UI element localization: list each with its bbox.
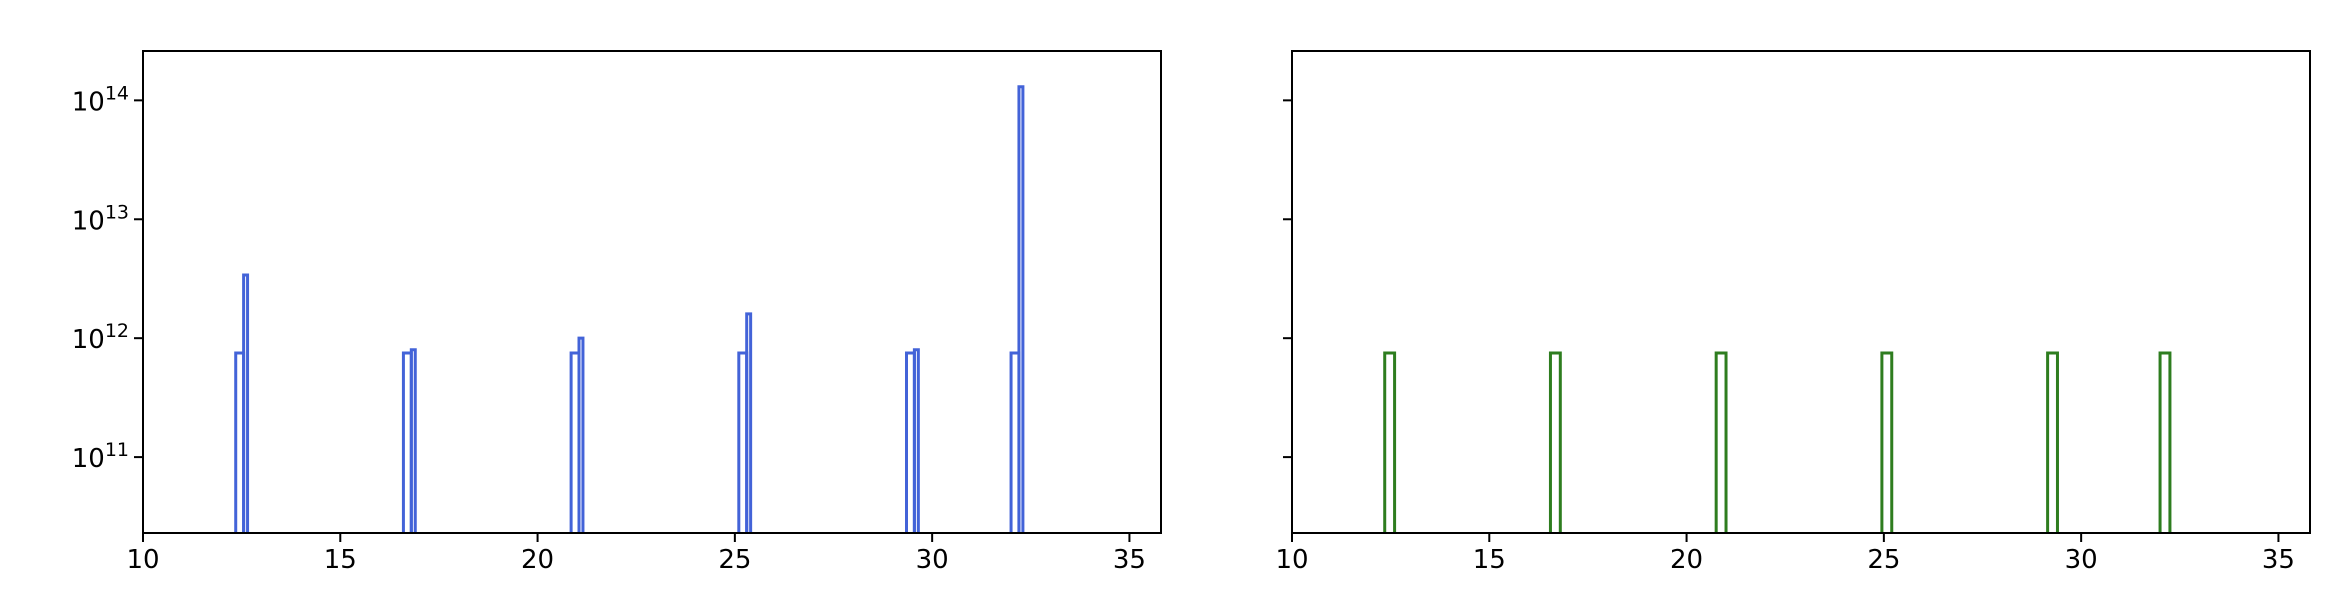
histogram-bin	[1548, 351, 1562, 533]
x-tick-label: 25	[718, 545, 751, 575]
histogram-bin	[2046, 351, 2059, 533]
histogram-bin	[1017, 85, 1025, 533]
x-tick-label: 35	[2262, 545, 2295, 575]
axes-frame	[1291, 50, 2311, 534]
axes-frame	[142, 50, 1162, 534]
right-histogram-panel: 10 15 20 25 30 35	[1275, 50, 2311, 575]
histogram-bin	[409, 348, 417, 533]
x-tick-label: 15	[324, 545, 357, 575]
histogram-bin	[1880, 351, 1894, 533]
x-tick-label: 30	[916, 545, 949, 575]
y-tick-label: 1012	[72, 320, 129, 355]
x-tick-label: 10	[1275, 545, 1308, 575]
x-tick-label: 30	[2065, 545, 2098, 575]
y-tick-label: 1013	[72, 201, 129, 236]
histogram-bin	[2158, 351, 2172, 533]
y-tick-label: 1011	[72, 439, 129, 474]
x-tick-label: 20	[1670, 545, 1703, 575]
histogram-bin	[1383, 351, 1397, 533]
left-histogram-panel: 10 15 20 25 30 35 1011 1012 1013 1014	[72, 50, 1162, 575]
x-tick-label: 20	[521, 545, 554, 575]
histogram-bin	[1714, 351, 1728, 533]
x-tick-label: 10	[126, 545, 159, 575]
y-tick-label: 1014	[72, 82, 129, 117]
histogram-bin	[912, 348, 920, 533]
x-tick-label: 35	[1113, 545, 1146, 575]
x-tick-label: 15	[1473, 545, 1506, 575]
histogram-bin	[577, 336, 585, 533]
histogram-bin	[745, 312, 753, 533]
histogram-bin	[242, 273, 250, 533]
x-tick-label: 25	[1867, 545, 1900, 575]
